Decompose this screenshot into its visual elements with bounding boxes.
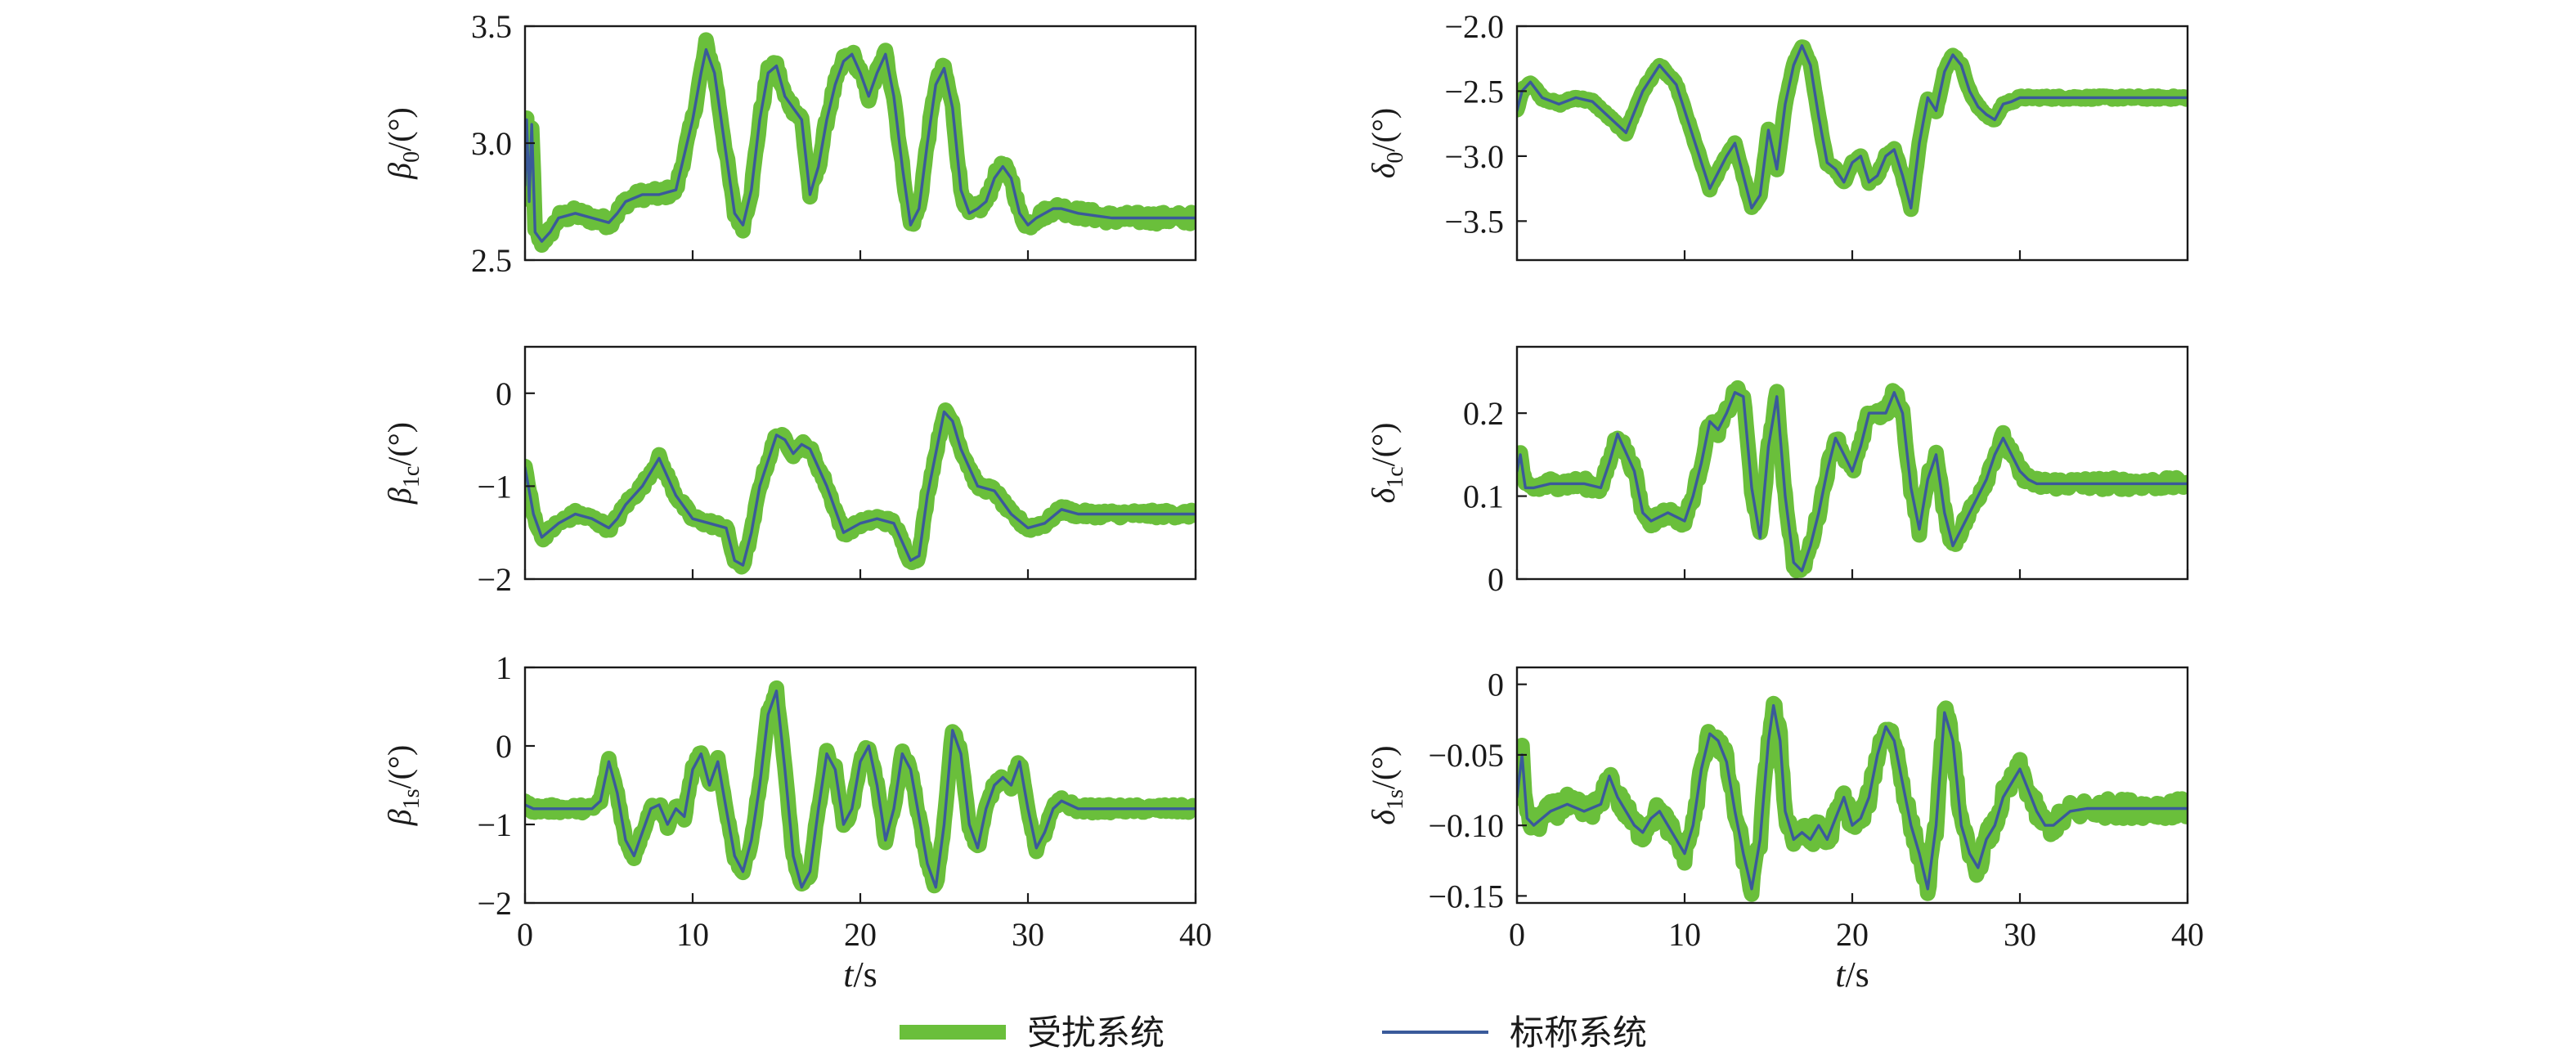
- series-disturbed-delta0: [1517, 39, 2188, 218]
- legend-label-disturbed: 受扰系统: [1027, 1013, 1165, 1053]
- y-tick-label-beta1c: −2: [477, 561, 512, 598]
- y-tick-label-delta1s: −0.15: [1428, 878, 1504, 914]
- y-axis-label-delta0: δ0/(°): [1365, 108, 1408, 178]
- x-tick-label-delta1s: 20: [1836, 916, 1869, 953]
- series-disturbed-beta1s: [525, 680, 1196, 894]
- y-tick-label-delta1c: 0.2: [1463, 395, 1504, 432]
- series-nominal-delta1c: [1517, 391, 2188, 573]
- y-axis-label-beta1s: β1s/(°): [381, 745, 424, 827]
- subplot-beta1c: −2 −1 0 β1c/(°): [381, 345, 1197, 598]
- y-tick-label-delta1s: 0: [1488, 667, 1504, 703]
- x-tick-label-beta1s: 20: [844, 916, 877, 953]
- y-tick-label-delta0: −3.0: [1444, 138, 1504, 175]
- legend: 受扰系统 标称系统: [900, 1013, 1647, 1053]
- subplot-delta0: −3.5 −3.0 −2.5 −2.0 δ0/(°): [1365, 8, 2189, 262]
- x-axis-label-delta1s: t/s: [1835, 954, 1869, 995]
- subplot-delta1c: 0 0.1 0.2 δ1c/(°): [1365, 345, 2189, 598]
- y-tick-label-delta1c: 0: [1488, 561, 1504, 598]
- subplot-beta0: 2.5 3.0 3.5 β0/(°): [381, 8, 1197, 279]
- y-tick-label-beta0: 2.5: [471, 242, 512, 279]
- plot-frame-beta1c: [523, 345, 1197, 581]
- y-tick-label-beta0: 3.0: [471, 125, 512, 162]
- legend-label-nominal: 标称系统: [1510, 1013, 1647, 1053]
- y-tick-label-beta1s: 0: [496, 728, 512, 765]
- y-tick-label-beta1s: −2: [477, 885, 512, 922]
- x-tick-label-delta1s: 30: [2004, 916, 2036, 953]
- x-tick-label-beta1s: 40: [1179, 916, 1212, 953]
- x-tick-label-delta1s: 0: [1509, 916, 1525, 953]
- series-disturbed-beta1c: [525, 402, 1196, 575]
- series-nominal-delta0: [1517, 44, 2188, 210]
- series-nominal-delta1s: [1517, 703, 2188, 891]
- y-axis-label-beta0: β0/(°): [381, 107, 424, 180]
- y-tick-label-delta0: −3.5: [1444, 203, 1504, 240]
- y-axis-label-beta1c: β1c/(°): [381, 422, 424, 505]
- y-tick-label-beta1c: −1: [477, 468, 512, 505]
- y-tick-label-delta0: −2.0: [1444, 8, 1504, 45]
- x-tick-label-beta1s: 10: [676, 916, 709, 953]
- x-axis-label-beta1s: t/s: [843, 954, 877, 995]
- x-tick-label-beta1s: 30: [1012, 916, 1044, 953]
- x-tick-label-delta1s: 40: [2171, 916, 2204, 953]
- plot-frame-delta0: [1515, 25, 2189, 262]
- y-axis-label-delta1c: δ1c/(°): [1365, 423, 1408, 504]
- series-nominal-beta0: [525, 47, 1196, 243]
- subplot-delta1s: −0.15 −0.10 −0.05 0 0 10 20 30 40 t/s δ1s/(°): [1365, 667, 2204, 995]
- x-tick-label-delta1s: 10: [1668, 916, 1701, 953]
- y-tick-label-beta1c: 0: [496, 375, 512, 412]
- y-tick-label-delta1c: 0.1: [1463, 478, 1504, 515]
- series-nominal-beta1c: [525, 410, 1196, 567]
- y-tick-label-beta0: 3.5: [471, 8, 512, 45]
- x-tick-label-beta1s: 0: [517, 916, 533, 953]
- y-tick-label-delta1s: −0.10: [1428, 807, 1504, 844]
- y-tick-label-beta1s: 1: [496, 649, 512, 686]
- subplot-grid: 2.53.03.5β0/(°)−3.5−3.0−2.5−2.0δ0/(°)−2−…: [381, 8, 2204, 995]
- y-axis-label-delta1s: δ1s/(°): [1365, 745, 1408, 824]
- series-disturbed-delta1c: [1517, 380, 2188, 579]
- series-nominal-beta1s: [525, 689, 1196, 889]
- y-tick-label-beta1s: −1: [477, 806, 512, 843]
- y-tick-label-delta0: −2.5: [1444, 73, 1504, 110]
- y-tick-label-delta1s: −0.05: [1428, 737, 1504, 774]
